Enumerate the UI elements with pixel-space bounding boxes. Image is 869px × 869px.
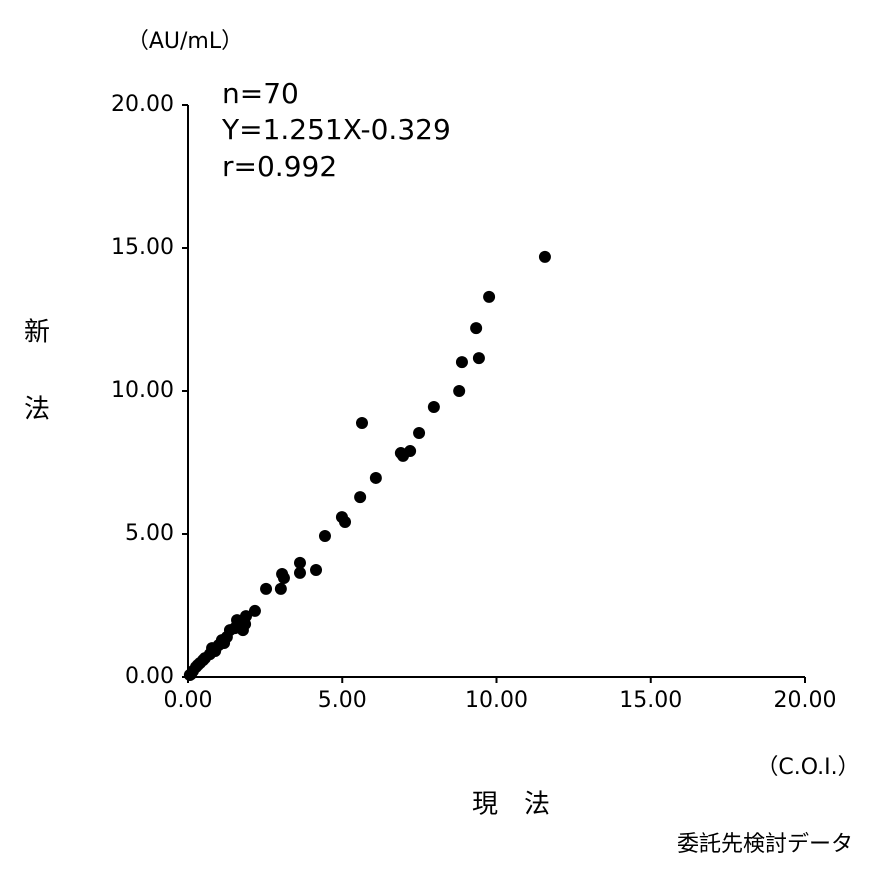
data-point <box>274 582 287 595</box>
data-point <box>472 352 485 365</box>
data-point <box>427 401 440 414</box>
data-point <box>228 622 241 635</box>
y-tick-label: 20.00 <box>111 92 174 117</box>
data-point <box>413 427 426 440</box>
data-point <box>318 530 331 543</box>
annotation: r=0.992 <box>222 150 337 183</box>
data-point <box>354 491 367 504</box>
x-label: 現 法 <box>472 790 550 820</box>
annotation: Y=1.251X-0.329 <box>221 113 451 146</box>
data-point <box>206 642 219 655</box>
data-point <box>293 566 306 579</box>
y-tick-label: 10.00 <box>111 378 174 403</box>
annotation: n=70 <box>222 77 299 110</box>
y-tick-label: 5.00 <box>125 521 174 546</box>
data-point <box>215 634 228 647</box>
y-label: 法 <box>24 395 50 425</box>
x-unit: （C.O.I.） <box>756 755 859 780</box>
data-point <box>369 471 382 484</box>
data-point <box>455 356 468 369</box>
data-point <box>339 515 352 528</box>
x-tick-label: 5.00 <box>318 688 367 713</box>
data-point <box>260 582 273 595</box>
data-point <box>248 604 261 617</box>
data-point <box>483 290 496 303</box>
data-point <box>310 564 323 577</box>
data-point <box>470 322 483 335</box>
y-label: 新 <box>24 318 50 348</box>
y-tick-label: 15.00 <box>111 235 174 260</box>
data-point <box>277 572 290 585</box>
source-note: 委託先検討データ <box>677 832 853 857</box>
x-tick-label: 0.00 <box>164 688 213 713</box>
x-tick-label: 20.00 <box>774 688 837 713</box>
data-point <box>538 250 551 263</box>
y-tick-label: 0.00 <box>125 664 174 689</box>
data-point <box>191 658 204 671</box>
data-point <box>355 417 368 430</box>
data-point <box>183 668 196 681</box>
data-point <box>293 556 306 569</box>
x-tick-label: 10.00 <box>465 688 528 713</box>
x-tick-label: 15.00 <box>619 688 682 713</box>
y-unit: （AU/mL） <box>127 29 243 54</box>
data-point <box>397 449 410 462</box>
data-point <box>453 385 466 397</box>
